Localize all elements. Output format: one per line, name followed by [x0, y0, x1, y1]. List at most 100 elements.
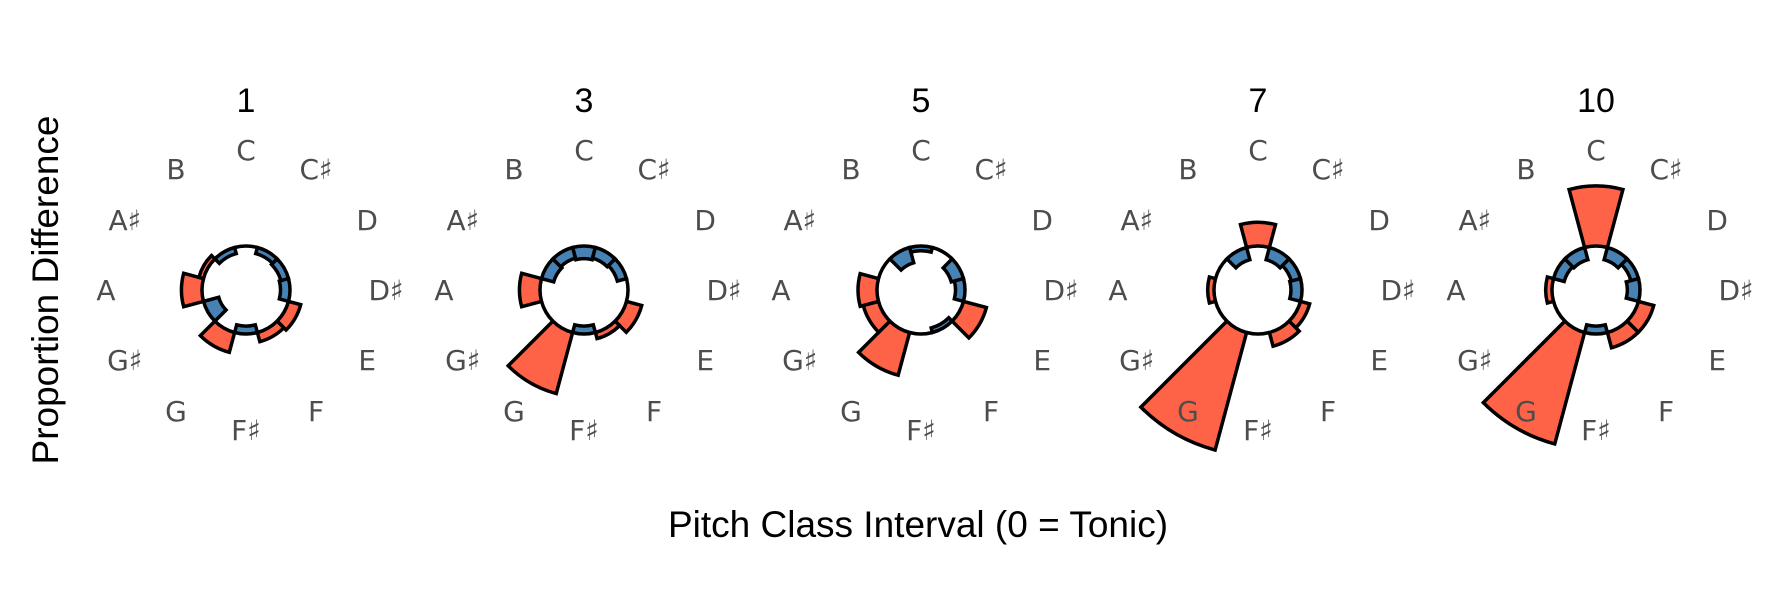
note-label: E [1033, 344, 1051, 377]
note-label: A♯ [783, 204, 816, 237]
panel-5: 5 C C♯ D D♯ E F F♯ G G♯ A A♯ B [771, 82, 1078, 447]
note-label: C [236, 134, 256, 167]
note-label: D♯ [706, 274, 741, 307]
note-label: F♯ [569, 414, 599, 447]
note-label: E [1708, 344, 1726, 377]
note-label: G♯ [445, 344, 480, 377]
bar-F [593, 318, 623, 341]
note-label: C♯ [637, 153, 670, 186]
bar-G [1480, 318, 1587, 447]
note-label: G [840, 395, 862, 428]
note-label: D [1368, 204, 1390, 237]
bar-C♯ [931, 245, 954, 261]
bar-B [1224, 245, 1253, 271]
note-label: F [1320, 395, 1336, 428]
bar-B [1562, 245, 1591, 271]
bar-C [907, 244, 935, 255]
note-label: A♯ [446, 204, 479, 237]
note-label: D [1031, 204, 1053, 237]
bar-F [255, 318, 287, 344]
panel-7: 7 C C♯ D D♯ E F F♯ G G♯ A A♯ B [1108, 82, 1416, 453]
note-label: E [1370, 344, 1388, 377]
note-label: A [434, 274, 453, 307]
bar-B [550, 245, 578, 270]
note-label: B [1516, 153, 1535, 186]
note-label: F♯ [1581, 414, 1611, 447]
bar-G♯ [1551, 300, 1567, 323]
panel-title: 1 [237, 82, 256, 120]
bar-D♯ [1287, 276, 1304, 304]
note-label: G [165, 395, 187, 428]
bar-D♯ [1624, 276, 1642, 304]
note-label: G [1177, 395, 1199, 428]
bar-A♯ [196, 253, 218, 281]
bar-F♯ [232, 322, 260, 336]
bar-A [1205, 274, 1218, 306]
note-label: D [694, 204, 716, 237]
note-label: E [696, 344, 714, 377]
bar-G [505, 318, 575, 396]
note-label: D♯ [368, 274, 403, 307]
bar-F♯ [1582, 322, 1610, 336]
note-label: B [841, 153, 860, 186]
bar-G♯ [1213, 300, 1229, 323]
note-label: D [1706, 204, 1728, 237]
note-label: D♯ [1043, 274, 1078, 307]
bar-G [197, 318, 237, 355]
bar-G [1138, 318, 1249, 453]
note-label: D♯ [1718, 274, 1753, 307]
bar-A [517, 271, 544, 309]
y-axis-label: Proportion Difference [25, 115, 66, 465]
bar-F♯ [909, 330, 933, 336]
note-label: C [911, 134, 931, 167]
bar-A♯ [876, 257, 892, 280]
note-label: A♯ [1458, 204, 1491, 237]
panel-title: 7 [1249, 82, 1268, 120]
panel-title: 10 [1577, 82, 1615, 120]
bar-F♯ [570, 322, 598, 336]
panel-1: 1 C C♯ D D♯ E F F♯ G G♯ A A♯ B [96, 82, 403, 447]
note-label: C♯ [1649, 153, 1682, 186]
bar-B [212, 245, 239, 266]
note-label: G♯ [1457, 344, 1492, 377]
bar-D♯ [277, 276, 292, 304]
bar-C [1566, 184, 1626, 250]
panel-title: 5 [912, 82, 931, 120]
note-label: D♯ [1380, 274, 1415, 307]
note-label: C [1248, 134, 1268, 167]
bar-F [929, 315, 955, 335]
bar-F [1267, 318, 1302, 349]
bar-A [1543, 274, 1556, 306]
panel-title: 3 [575, 82, 594, 120]
note-label: E [358, 344, 376, 377]
panel-3: 3 C C♯ D D♯ E F F♯ G G♯ A A♯ B [434, 82, 741, 447]
bar-G [856, 318, 912, 378]
note-label: A [1108, 274, 1127, 307]
bar-D♯ [624, 278, 630, 302]
panel-10: 10 C C♯ D D♯ E F F♯ G G♯ A A♯ B [1446, 82, 1753, 447]
x-axis-label: Pitch Class Interval (0 = Tonic) [667, 504, 1169, 545]
bar-D [605, 256, 629, 284]
bar-F♯ [1246, 330, 1270, 336]
bar-C [234, 244, 258, 250]
bar-D [1619, 256, 1641, 283]
note-label: F♯ [906, 414, 936, 447]
note-label: C♯ [299, 153, 332, 186]
bar-G♯ [539, 300, 555, 323]
bar-A [856, 271, 881, 309]
note-label: F [983, 395, 999, 428]
note-label: A [1446, 274, 1465, 307]
note-label: F♯ [1243, 414, 1273, 447]
bar-G♯ [201, 295, 229, 324]
note-label: C♯ [974, 153, 1007, 186]
note-label: B [1178, 153, 1197, 186]
note-label: F♯ [231, 414, 261, 447]
bar-A♯ [1213, 257, 1229, 280]
note-label: C [574, 134, 594, 167]
bar-D [269, 256, 291, 283]
note-label: F [1658, 395, 1674, 428]
note-label: A [96, 274, 115, 307]
bar-A [179, 271, 206, 309]
note-label: G♯ [107, 344, 142, 377]
